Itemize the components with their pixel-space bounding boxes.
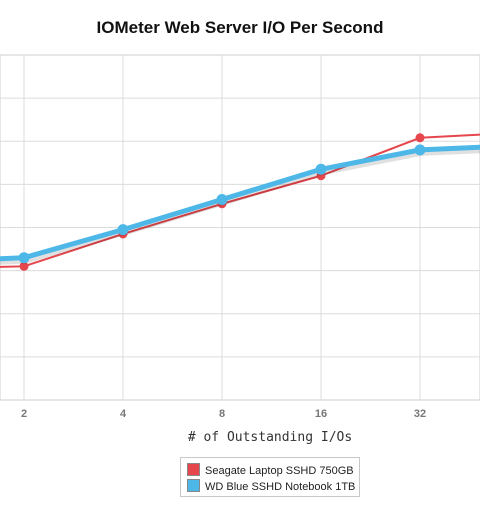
legend: Seagate Laptop SSHD 750GB WD Blue SSHD N… — [180, 457, 360, 497]
data-point-0-1[interactable] — [19, 261, 29, 271]
legend-item-wd[interactable]: WD Blue SSHD Notebook 1TB — [187, 479, 355, 493]
x-tick-label: 32 — [414, 408, 426, 420]
legend-swatch-seagate — [187, 463, 200, 476]
data-point-1-5[interactable] — [414, 144, 426, 156]
legend-item-seagate[interactable]: Seagate Laptop SSHD 750GB — [187, 463, 354, 477]
data-point-1-2[interactable] — [117, 224, 129, 236]
x-axis-label: # of Outstanding I/Os — [188, 430, 352, 445]
x-tick-label: 2 — [21, 408, 27, 420]
plot-frame — [0, 54, 480, 401]
chart-title: IOMeter Web Server I/O Per Second — [96, 18, 384, 37]
legend-label-wd: WD Blue SSHD Notebook 1TB — [205, 481, 356, 493]
x-tick-labels: 2 4 8 16 32 — [21, 408, 426, 420]
series-line-1 — [0, 144, 480, 262]
series-shadow-1 — [0, 147, 480, 265]
data-point-1-4[interactable] — [315, 163, 327, 175]
x-tick-label: 8 — [219, 408, 225, 420]
x-tick-label: 4 — [120, 408, 127, 420]
data-point-0-5[interactable] — [415, 133, 425, 143]
x-tick-label: 16 — [315, 408, 327, 420]
legend-label-seagate: Seagate Laptop SSHD 750GB — [205, 465, 354, 477]
series-lines — [0, 133, 480, 271]
data-point-1-1[interactable] — [18, 252, 30, 264]
data-point-1-3[interactable] — [216, 193, 228, 205]
legend-swatch-wd — [187, 479, 200, 492]
grid-lines — [0, 54, 480, 401]
